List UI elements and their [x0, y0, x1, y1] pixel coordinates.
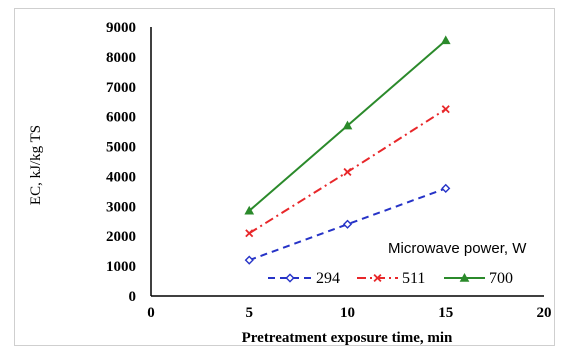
y-axis-title: EC, kJ/kg TS — [28, 125, 44, 205]
legend-entry-294: 294 — [268, 270, 340, 287]
x-tick-label: 10 — [340, 305, 355, 321]
legend-marker — [285, 273, 295, 283]
data-point-700 — [440, 35, 451, 45]
legend-title: Microwave power, W — [388, 240, 527, 257]
legend-label: 511 — [402, 270, 425, 287]
series-511 — [245, 105, 450, 238]
data-point-294 — [244, 255, 254, 265]
legend-entry-511: 511 — [357, 270, 425, 287]
series-294 — [244, 183, 451, 265]
series-700 — [244, 35, 451, 215]
x-tick-label: 20 — [537, 305, 552, 321]
x-axis-title: Pretreatment exposure time, min — [242, 330, 453, 346]
data-point-511 — [245, 229, 254, 238]
data-point-700 — [342, 120, 353, 130]
x-tick-label: 5 — [246, 305, 254, 321]
y-tick-label: 1000 — [106, 259, 136, 275]
chart-frame — [14, 8, 555, 346]
legend-marker — [373, 273, 382, 283]
data-point-511 — [441, 105, 450, 114]
x-tick-label: 0 — [147, 305, 155, 321]
y-tick-label: 9000 — [106, 20, 136, 36]
y-tick-label: 6000 — [106, 110, 136, 126]
legend-label: 700 — [489, 270, 513, 287]
y-tick-label: 8000 — [106, 50, 136, 66]
y-tick-label: 2000 — [106, 229, 136, 245]
y-tick-label: 7000 — [106, 80, 136, 96]
data-point-294 — [342, 219, 353, 229]
data-point-294 — [441, 183, 451, 193]
series-line-294 — [248, 187, 447, 262]
x-tick-label: 15 — [438, 305, 453, 321]
data-point-700 — [244, 205, 255, 215]
legend-marker — [459, 272, 470, 282]
data-point-511 — [343, 167, 352, 176]
y-tick-label: 5000 — [106, 140, 136, 156]
y-tick-label: 0 — [129, 289, 137, 305]
legend-label: 294 — [316, 270, 340, 287]
legend-entry-700: 700 — [444, 270, 513, 287]
y-tick-label: 3000 — [106, 199, 136, 215]
y-tick-label: 4000 — [106, 169, 136, 185]
